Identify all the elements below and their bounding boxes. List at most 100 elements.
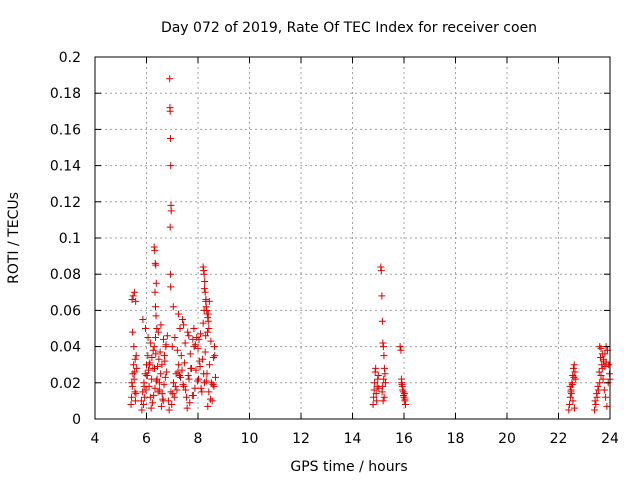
data-point [166, 223, 174, 231]
data-point [197, 330, 205, 338]
x-tick-label: 22 [550, 431, 568, 447]
data-point [212, 373, 220, 381]
data-point [599, 375, 607, 383]
data-point [402, 401, 410, 409]
data-point [167, 162, 175, 170]
data-point [159, 395, 167, 403]
data-point [161, 357, 169, 365]
data-point [146, 359, 154, 367]
data-point [185, 332, 193, 340]
data-point [200, 285, 208, 293]
data-point [186, 399, 194, 407]
data-point [129, 328, 137, 336]
data-point [150, 343, 158, 351]
y-tick-label: 0.06 [50, 303, 81, 319]
data-point [399, 386, 407, 394]
data-point [379, 339, 387, 347]
data-point [202, 296, 210, 304]
data-point [602, 393, 610, 401]
data-point [151, 259, 159, 267]
data-point [182, 393, 190, 401]
data-point [380, 364, 388, 372]
data-point [139, 315, 147, 323]
data-point [570, 361, 578, 369]
data-point [162, 341, 170, 349]
data-point [598, 350, 606, 358]
data-point [191, 341, 199, 349]
data-point [175, 361, 183, 369]
data-point [197, 384, 205, 392]
data-point [193, 377, 201, 385]
data-point [128, 382, 136, 390]
data-point [165, 406, 173, 414]
data-point [145, 366, 153, 374]
data-point [168, 401, 176, 409]
data-point [378, 388, 386, 396]
data-point [601, 363, 609, 371]
data-point [132, 297, 140, 305]
data-point [166, 134, 174, 142]
x-tick-label: 8 [194, 431, 203, 447]
data-point [160, 381, 168, 389]
data-point [209, 381, 217, 389]
data-point [190, 343, 198, 351]
data-point [151, 288, 159, 296]
data-point [174, 368, 182, 376]
data-point [147, 404, 155, 412]
data-point [170, 379, 178, 387]
data-point [567, 390, 575, 398]
data-point [154, 328, 162, 336]
data-point [147, 339, 155, 347]
grid [95, 57, 610, 419]
data-point [204, 402, 212, 410]
data-point [176, 325, 184, 332]
data-point [210, 343, 218, 351]
data-point [598, 361, 606, 369]
data-point [143, 372, 151, 380]
data-point [152, 279, 160, 287]
data-point [148, 353, 156, 361]
data-point [177, 352, 185, 360]
data-point [131, 397, 139, 405]
data-point [168, 343, 176, 351]
data-point [173, 346, 181, 354]
data-point [200, 379, 208, 387]
data-point [184, 372, 192, 380]
data-point [199, 319, 207, 327]
y-tick-label: 0 [72, 412, 81, 428]
data-point [198, 388, 206, 396]
data-point [128, 379, 136, 387]
data-point [132, 352, 140, 360]
data-point [166, 270, 174, 278]
data-point [593, 390, 601, 398]
data-point [183, 404, 191, 412]
x-tick-label: 4 [91, 431, 100, 447]
data-point [199, 355, 207, 363]
data-point [569, 372, 577, 380]
data-point [180, 382, 188, 390]
data-point [154, 363, 162, 371]
data-point [169, 303, 177, 311]
x-tick-label: 12 [292, 431, 310, 447]
y-tick-label: 0.12 [50, 195, 81, 211]
data-point [131, 368, 139, 376]
data-point [152, 334, 160, 342]
data-point [381, 370, 389, 378]
data-point [167, 388, 175, 396]
data-point [596, 353, 604, 361]
data-point [207, 379, 215, 387]
data-point [151, 247, 159, 255]
data-point [141, 393, 149, 401]
data-point [154, 388, 162, 396]
data-point [153, 375, 161, 383]
y-tick-labels: 0 0.02 0.04 0.06 0.08 0.1 0.12 0.14 0.16 0.18 0.2 [50, 50, 81, 428]
data-point [161, 373, 169, 381]
data-point [171, 334, 179, 342]
data-point [570, 404, 578, 412]
data-point [173, 386, 181, 394]
data-point [202, 377, 210, 385]
data-point [144, 352, 152, 360]
chart-title: Day 072 of 2019, Rate Of TEC Index for r… [161, 20, 537, 36]
data-point [201, 288, 209, 296]
data-point [163, 332, 171, 340]
